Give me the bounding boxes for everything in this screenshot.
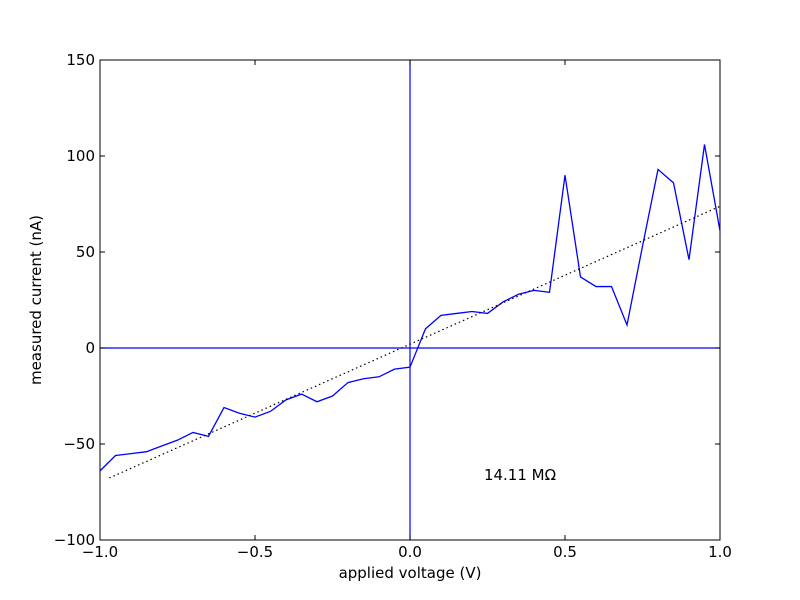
y-axis-ticks: −100 −50 0 50 100 150 bbox=[54, 51, 720, 549]
x-tick-label: 0.0 bbox=[398, 543, 422, 561]
x-axis-label: applied voltage (V) bbox=[339, 564, 482, 582]
y-tick-label: −100 bbox=[54, 531, 95, 549]
measured-current-line bbox=[99, 144, 721, 472]
y-tick-label: 0 bbox=[85, 339, 95, 357]
x-tick-label: 0.5 bbox=[553, 543, 577, 561]
series-group bbox=[99, 144, 721, 479]
x-axis-ticks: −1.0 −0.5 0.0 0.5 1.0 bbox=[82, 60, 732, 561]
y-axis-label: measured current (nA) bbox=[27, 215, 45, 385]
x-tick-label: −0.5 bbox=[237, 543, 273, 561]
x-tick-label: −1.0 bbox=[82, 543, 118, 561]
resistance-annotation: 14.11 MΩ bbox=[484, 466, 556, 484]
y-tick-label: 100 bbox=[66, 147, 95, 165]
reference-lines bbox=[100, 60, 720, 540]
y-tick-label: −50 bbox=[63, 435, 95, 453]
fit-line bbox=[109, 205, 721, 479]
x-tick-label: 1.0 bbox=[708, 543, 732, 561]
y-tick-label: 150 bbox=[66, 51, 95, 69]
y-tick-label: 50 bbox=[76, 243, 95, 261]
